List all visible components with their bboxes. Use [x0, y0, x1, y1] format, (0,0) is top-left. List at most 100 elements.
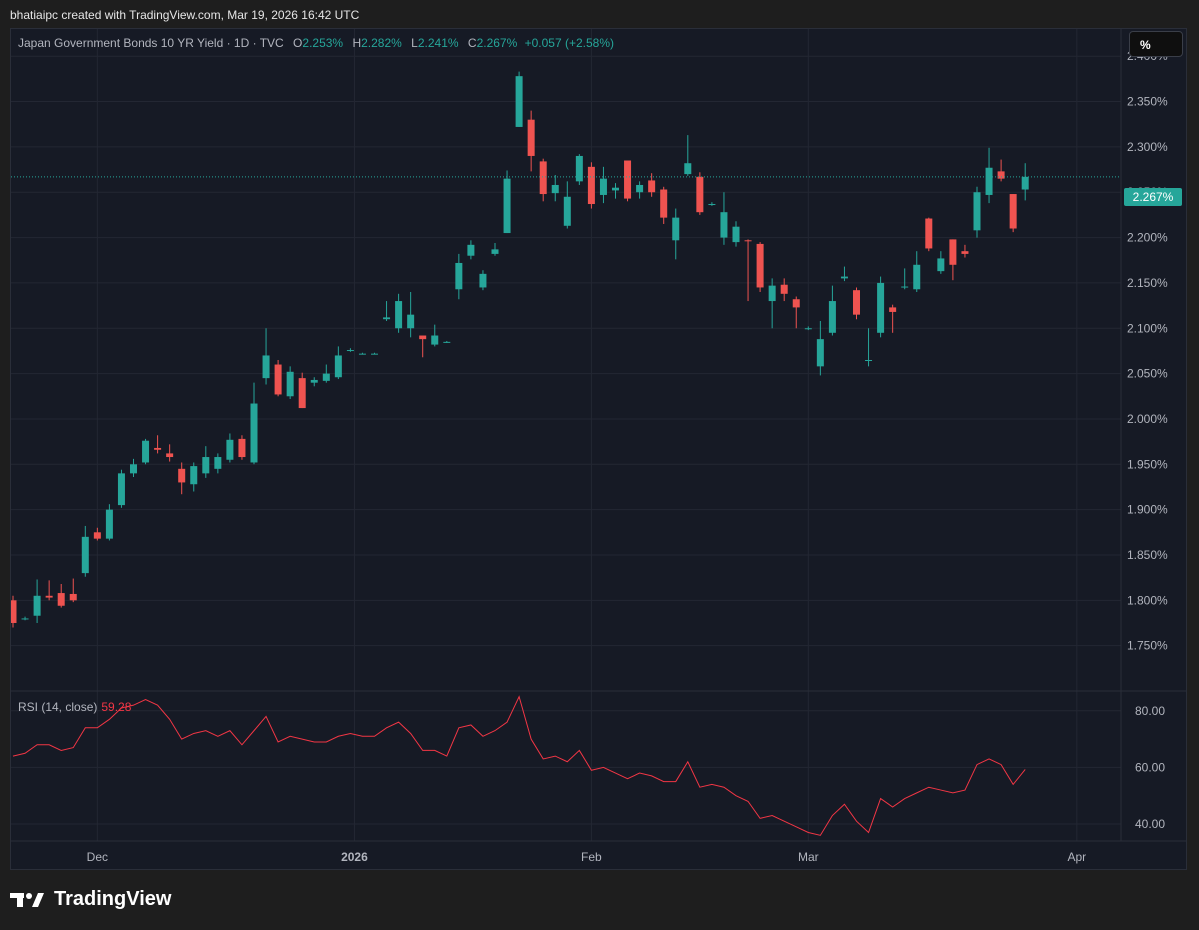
candle [539, 158, 547, 202]
candle [371, 352, 378, 355]
candle [865, 328, 873, 367]
candle-body [636, 184, 644, 193]
rsi-value: 59.28 [101, 700, 132, 714]
candle-body [298, 378, 306, 409]
candle-body [744, 240, 752, 242]
candle-body [720, 212, 728, 238]
candle-body [9, 600, 17, 623]
price-tick-label: 1.750% [1127, 639, 1168, 653]
chart-frame[interactable]: 2.400%2.350%2.300%2.250%2.200%2.150%2.10… [9, 28, 1187, 870]
candle [467, 240, 475, 260]
candle [166, 444, 174, 462]
candle [937, 251, 945, 274]
candle [985, 147, 993, 204]
candle [515, 71, 523, 127]
candle [840, 266, 848, 282]
candle-body [865, 360, 873, 361]
candle [286, 366, 294, 399]
candle-body [142, 440, 150, 463]
price-pane[interactable] [9, 71, 1121, 628]
price-tick-label: 1.800% [1127, 593, 1168, 607]
candle [346, 348, 354, 352]
candle-body [154, 447, 162, 450]
candle-body [419, 335, 427, 340]
candle [913, 251, 921, 292]
candle [744, 239, 752, 302]
candle [816, 321, 824, 376]
candle-body [889, 307, 897, 312]
candle-body [407, 314, 415, 329]
candle-body [624, 160, 632, 199]
last-price-tag: 2.267% [1124, 188, 1182, 206]
rsi-pane[interactable] [12, 695, 1026, 836]
candle [973, 186, 981, 238]
price-unit-button[interactable]: % [1129, 31, 1183, 57]
candle-body [756, 243, 764, 288]
candle [696, 172, 704, 215]
candle [298, 372, 306, 409]
candle-body [503, 178, 511, 234]
candle [949, 239, 957, 281]
high-value: 2.282% [361, 36, 402, 50]
candle-body [877, 282, 885, 333]
candle-body [792, 299, 800, 308]
candle-body [1009, 194, 1017, 229]
change-value: +0.057 (+2.58%) [524, 36, 615, 50]
candle [612, 183, 619, 199]
candle-body [949, 239, 957, 265]
candle [997, 159, 1005, 182]
candle [117, 469, 125, 508]
candle [262, 328, 270, 385]
candle-body [913, 264, 921, 290]
candle-body [69, 593, 77, 601]
candle [81, 525, 89, 577]
candle [624, 160, 632, 202]
candle-body [1021, 176, 1029, 190]
candle-body [443, 341, 451, 343]
candle-body [840, 276, 848, 279]
candle-body [527, 119, 535, 156]
candle-body [612, 187, 619, 191]
candle-body [226, 439, 234, 460]
candle-body [322, 373, 330, 381]
candle [563, 181, 571, 229]
candle-body [334, 355, 342, 378]
candle-body [973, 192, 981, 231]
candle [587, 162, 595, 209]
candle-body [371, 353, 378, 355]
candle-body [985, 167, 993, 195]
rsi-line [12, 695, 1026, 836]
candle [9, 595, 17, 628]
candle-body [672, 217, 680, 241]
candle [310, 377, 318, 387]
candle [395, 293, 403, 333]
open-value: 2.253% [302, 36, 344, 50]
high-label: H [352, 36, 362, 50]
candle [901, 268, 909, 290]
close-value: 2.267% [476, 36, 518, 50]
candle [154, 435, 162, 454]
candle-body [238, 438, 246, 458]
candle-body [563, 196, 571, 226]
symbol-title: Japan Government Bonds 10 YR Yield · 1D … [18, 36, 284, 50]
price-tick-label: 2.150% [1127, 276, 1168, 290]
tradingview-brand: TradingView [10, 888, 171, 911]
candle-body [732, 226, 740, 243]
candle [804, 326, 812, 331]
candle [889, 304, 897, 333]
price-tick-label: 2.350% [1127, 95, 1168, 109]
candle-body [828, 301, 836, 333]
candle [780, 278, 788, 302]
candle [684, 135, 692, 176]
candle-body [937, 258, 945, 272]
candle-body [804, 328, 812, 330]
axes: 2.400%2.350%2.300%2.250%2.200%2.150%2.10… [11, 29, 1186, 864]
candle-body [491, 249, 499, 254]
chart-canvas[interactable]: 2.400%2.350%2.300%2.250%2.200%2.150%2.10… [9, 29, 1186, 869]
candle [527, 110, 535, 172]
candle [274, 360, 282, 397]
tradingview-logo-icon [10, 892, 44, 907]
candle [407, 291, 415, 338]
candle [792, 296, 800, 329]
time-tick-label: Dec [87, 850, 108, 864]
